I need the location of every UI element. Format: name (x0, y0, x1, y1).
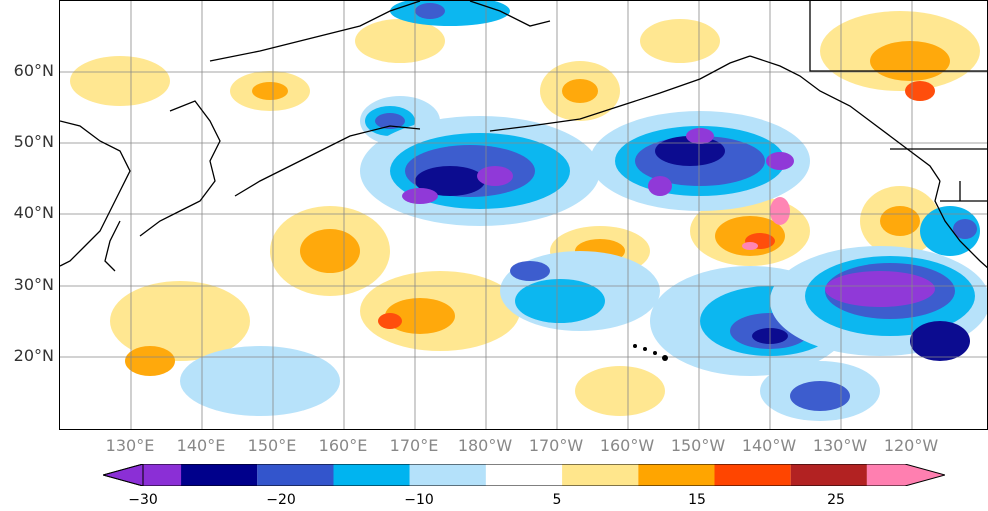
colorbar-tick-label: 15 (688, 492, 706, 508)
lat-label-40n: 40°N (13, 203, 54, 222)
colorbar (103, 464, 945, 486)
lat-label-20n: 20°N (13, 346, 54, 365)
colorbar-segment (333, 464, 410, 486)
lon-label-130e: 130°E (105, 436, 155, 455)
lat-label-50n: 50°N (13, 132, 54, 151)
lon-label-180w: 180°W (457, 436, 513, 455)
lon-label-150e: 150°E (247, 436, 297, 455)
lon-label-120w: 120°W (883, 436, 939, 455)
lat-label-60n: 60°N (13, 61, 54, 80)
colorbar-segment (257, 464, 334, 486)
colorbar-tick-label: −20 (266, 492, 296, 508)
colorbar-segment (714, 464, 791, 486)
colorbar-segment (409, 464, 486, 486)
lon-label-160w: 160°W (599, 436, 655, 455)
hawaii-islands (633, 344, 668, 361)
anomaly-field (60, 1, 987, 429)
colorbar-segment (485, 464, 563, 486)
colorbar-tick-label: 5 (552, 492, 562, 508)
colorbar-segment (638, 464, 715, 486)
lat-label-30n: 30°N (13, 275, 54, 294)
lon-label-140e: 140°E (176, 436, 226, 455)
colorbar-tick-label: −30 (128, 492, 158, 508)
anomaly-map (60, 1, 987, 429)
lon-label-130w: 130°W (812, 436, 868, 455)
colorbar-segment (790, 464, 867, 486)
colorbar-segment (866, 464, 945, 486)
coastlines (60, 1, 987, 272)
colorbar-tick-label: 25 (827, 492, 845, 508)
colorbar-segment (181, 464, 258, 486)
lon-label-170w: 170°W (528, 436, 584, 455)
lon-label-150w: 150°W (670, 436, 726, 455)
colorbar-segment (562, 464, 639, 486)
lon-label-170e: 170°E (389, 436, 439, 455)
map-panel (59, 0, 988, 430)
lon-label-140w: 140°W (741, 436, 797, 455)
gridlines (60, 1, 987, 429)
colorbar-segment (103, 464, 186, 486)
colorbar-tick-label: −10 (404, 492, 434, 508)
lon-label-160e: 160°E (318, 436, 368, 455)
